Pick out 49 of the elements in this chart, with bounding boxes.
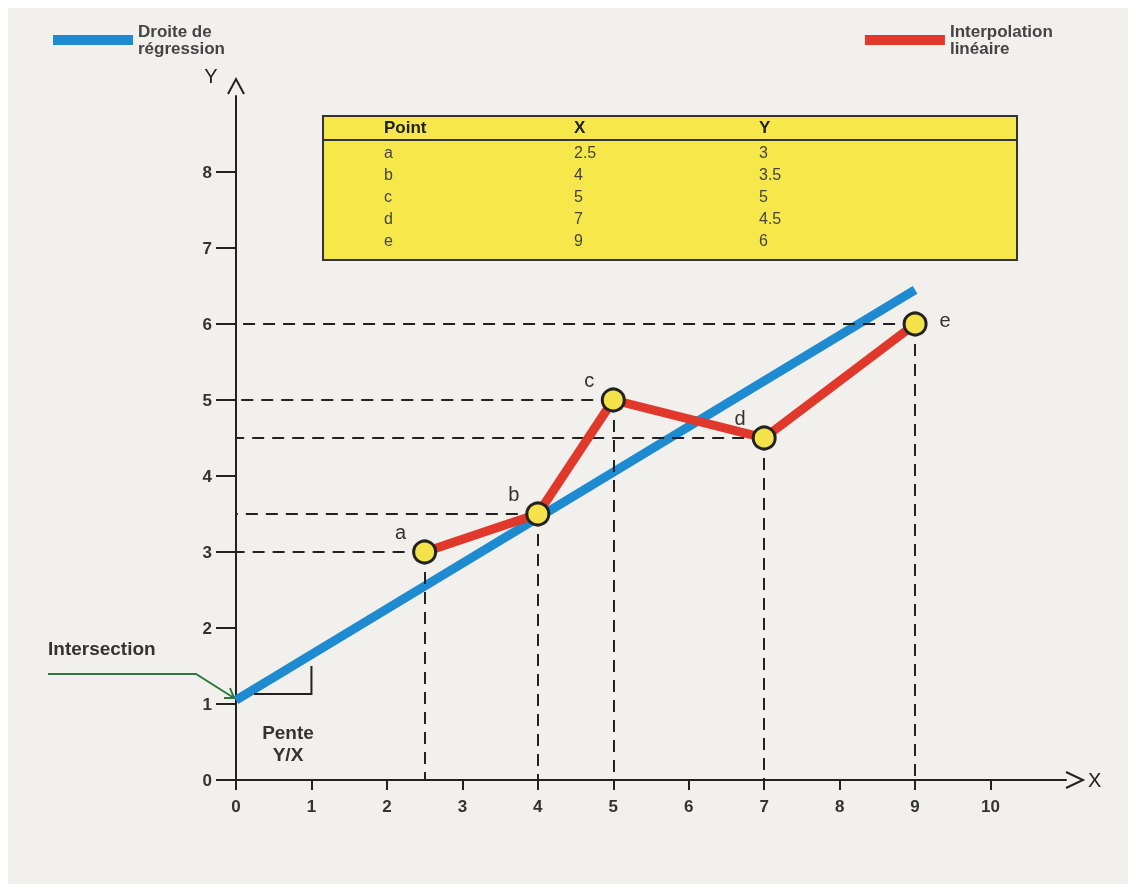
annotation: c	[384, 188, 392, 206]
annotation: e	[384, 232, 393, 250]
annotation: Pente Y/X	[261, 722, 315, 767]
y-tick-label: 4	[202, 466, 213, 486]
annotation: 4	[574, 166, 583, 184]
y-tick-label: 1	[202, 694, 212, 714]
annotation: 3	[759, 144, 768, 162]
annotation: 9	[574, 232, 583, 250]
x-tick-label: 5	[608, 797, 619, 816]
y-tick-label: 8	[202, 162, 212, 182]
annotation: Intersection	[48, 638, 156, 661]
legend-label: Interpolation linéaire	[949, 22, 1058, 58]
annotation: 2.5	[574, 144, 597, 162]
text: Y	[204, 65, 218, 87]
y-tick-label: 3	[202, 542, 212, 562]
x-tick-label: 2	[382, 797, 392, 816]
x-tick-label: 9	[910, 797, 920, 816]
annotation: c	[584, 369, 595, 391]
annotation: a	[395, 521, 408, 543]
x-tick-label: 7	[759, 797, 769, 816]
annotation: d	[384, 210, 393, 228]
annotation: a	[384, 144, 393, 162]
annotation: d	[734, 407, 746, 429]
y-tick-label: 6	[202, 314, 212, 334]
y-tick-label: 5	[202, 390, 212, 410]
annotation: 4.5	[759, 210, 782, 228]
x-tick-label: 8	[834, 797, 845, 816]
x-tick-label: 10	[981, 797, 1001, 816]
x-axis-title: X	[574, 118, 586, 138]
annotation: 6	[759, 232, 768, 250]
x-tick-label: 4	[533, 797, 544, 816]
y-tick-label: 7	[202, 238, 212, 258]
annotation: 5	[574, 188, 583, 206]
legend-label: Droite de régression	[138, 22, 225, 58]
x-tick-label: 1	[306, 797, 317, 816]
annotation: 3.5	[759, 166, 782, 184]
y-tick-label: 2	[202, 618, 212, 638]
x-tick-label: 0	[231, 797, 241, 816]
text: X	[1088, 769, 1102, 791]
annotation: 7	[574, 210, 583, 228]
annotation: b	[508, 483, 520, 505]
x-tick-label: 6	[683, 797, 694, 816]
annotation: e	[939, 309, 951, 331]
annotation: 5	[759, 188, 768, 206]
annotation: Point	[384, 118, 427, 138]
annotation: b	[384, 166, 393, 184]
y-axis-title: Y	[759, 118, 771, 138]
x-tick-label: 3	[457, 797, 468, 816]
y-tick-label: 0	[202, 770, 212, 790]
